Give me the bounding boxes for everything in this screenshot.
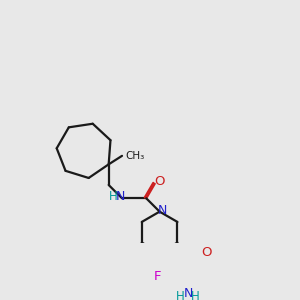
Text: N: N [116, 190, 125, 203]
Text: O: O [154, 175, 164, 188]
Text: H: H [190, 290, 199, 300]
Text: N: N [184, 287, 193, 300]
Text: CH₃: CH₃ [125, 151, 144, 161]
Text: H: H [108, 190, 117, 203]
Text: N: N [158, 204, 167, 217]
Text: H: H [176, 290, 184, 300]
Text: O: O [201, 246, 212, 259]
Text: F: F [154, 270, 161, 283]
